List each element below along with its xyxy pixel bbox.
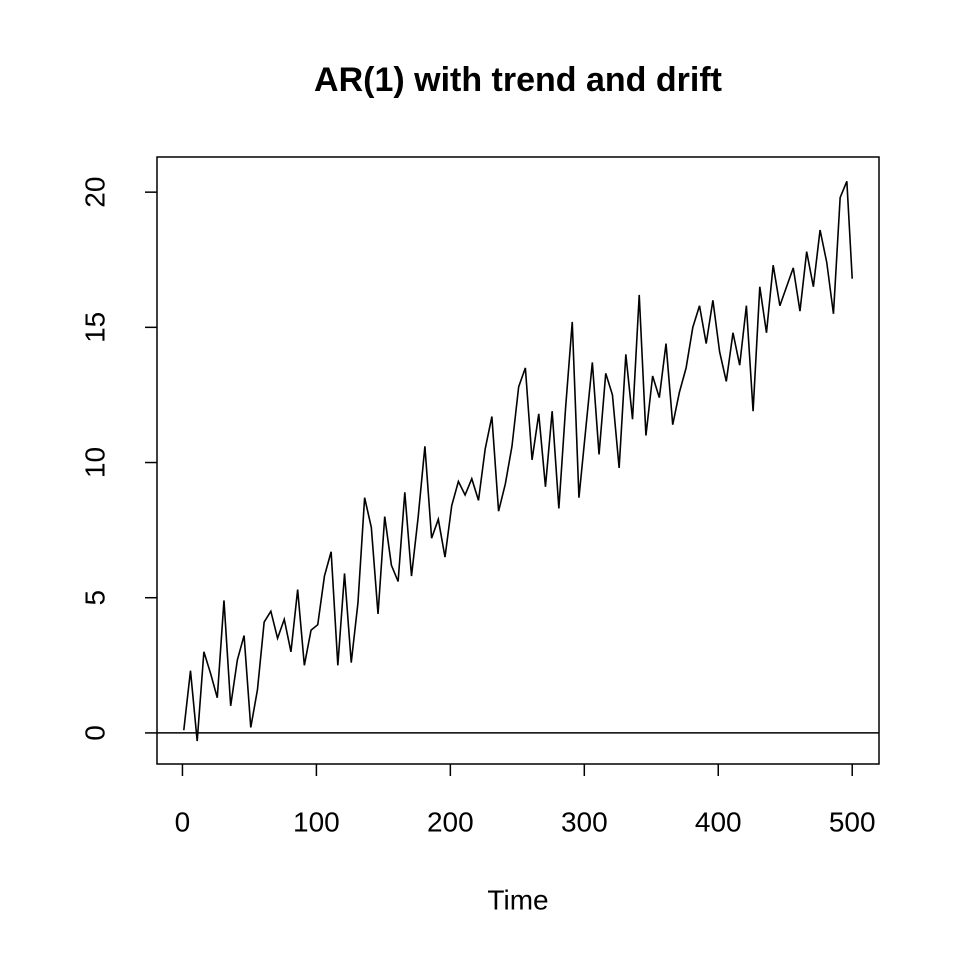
y-tick-label: 5 [79, 590, 110, 606]
x-tick-label: 100 [293, 806, 340, 837]
series-line [182, 181, 854, 742]
y-tick-label: 0 [79, 725, 110, 741]
x-tick-label: 500 [829, 806, 876, 837]
x-tick-label: 0 [175, 806, 191, 837]
y-tick-label: 10 [79, 447, 110, 478]
x-axis-label: Time [487, 884, 548, 915]
x-tick-label: 400 [695, 806, 742, 837]
plot-box [156, 156, 880, 765]
x-tick-label: 200 [427, 806, 474, 837]
y-tick-label: 15 [79, 312, 110, 343]
chart-title: AR(1) with trend and drift [314, 61, 722, 99]
y-tick-label: 20 [79, 177, 110, 208]
x-tick-label: 300 [561, 806, 608, 837]
